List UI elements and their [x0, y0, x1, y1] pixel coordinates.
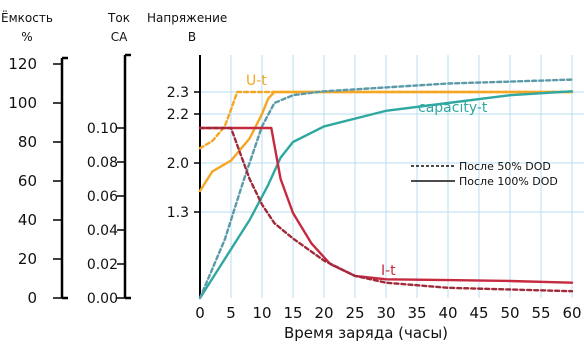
capacity-axis-title-line1: Ёмкость — [1, 10, 53, 25]
x-tick-label: 10 — [252, 304, 271, 322]
series-line — [198, 126, 574, 284]
capacity-tick-label: 60 — [18, 172, 37, 190]
series-label: U-t — [246, 73, 267, 89]
capacity-tick-label: 120 — [8, 55, 37, 73]
series-line — [198, 126, 574, 293]
series-line — [198, 90, 574, 150]
x-tick-label: 15 — [283, 304, 302, 322]
capacity-tick-label: 100 — [8, 94, 37, 112]
capacity-tick-label: 20 — [18, 250, 37, 268]
current-tick-label: 0.10 — [87, 121, 118, 137]
capacity-tick-label: 0 — [27, 289, 37, 307]
x-tick-label: 25 — [345, 304, 364, 322]
x-tick-label: 50 — [500, 304, 519, 322]
voltage-tick-label: 2.2 — [167, 107, 189, 123]
x-tick-label: 20 — [314, 304, 333, 322]
x-axis-label: Время заряда (часы) — [284, 324, 448, 342]
capacity-tick-label: 80 — [18, 133, 37, 151]
current-tick-label: 0.08 — [87, 155, 118, 171]
current-tick-label: 0.04 — [87, 223, 118, 239]
current-axis-title-line1: Ток — [107, 11, 130, 25]
current-tick-label: 0.00 — [87, 291, 118, 307]
current-tick-label: 0.02 — [87, 257, 118, 273]
capacity-tick-label: 40 — [18, 211, 37, 229]
voltage-tick-label: 2.3 — [167, 85, 189, 101]
series-line — [198, 78, 574, 300]
x-tick-label: 45 — [469, 304, 488, 322]
current-axis-title-line2: CA — [111, 30, 128, 44]
x-tick-label: 5 — [226, 304, 236, 322]
series-label: capacity-t — [418, 100, 488, 116]
voltage-axis-title-line1: Напряжение — [147, 11, 227, 25]
series-lines — [198, 78, 574, 300]
x-tick-label: 0 — [195, 304, 205, 322]
labels: 1.32.02.22.30204060801001200.000.020.040… — [1, 10, 581, 342]
x-tick-label: 40 — [438, 304, 457, 322]
series-line — [198, 90, 574, 300]
x-tick-label: 60 — [562, 304, 581, 322]
legend-label: После 50% DOD — [459, 160, 551, 173]
x-tick-label: 30 — [376, 304, 395, 322]
x-tick-label: 55 — [531, 304, 550, 322]
series-label: I-t — [381, 263, 396, 279]
capacity-axis-title-line2: % — [21, 30, 32, 44]
voltage-axis-title-line2: В — [188, 30, 196, 44]
axes — [53, 53, 201, 300]
voltage-tick-label: 1.3 — [167, 205, 189, 221]
x-tick-label: 35 — [407, 304, 426, 322]
legend-label: После 100% DOD — [459, 175, 558, 188]
current-tick-label: 0.06 — [87, 189, 118, 205]
voltage-tick-label: 2.0 — [167, 156, 189, 172]
